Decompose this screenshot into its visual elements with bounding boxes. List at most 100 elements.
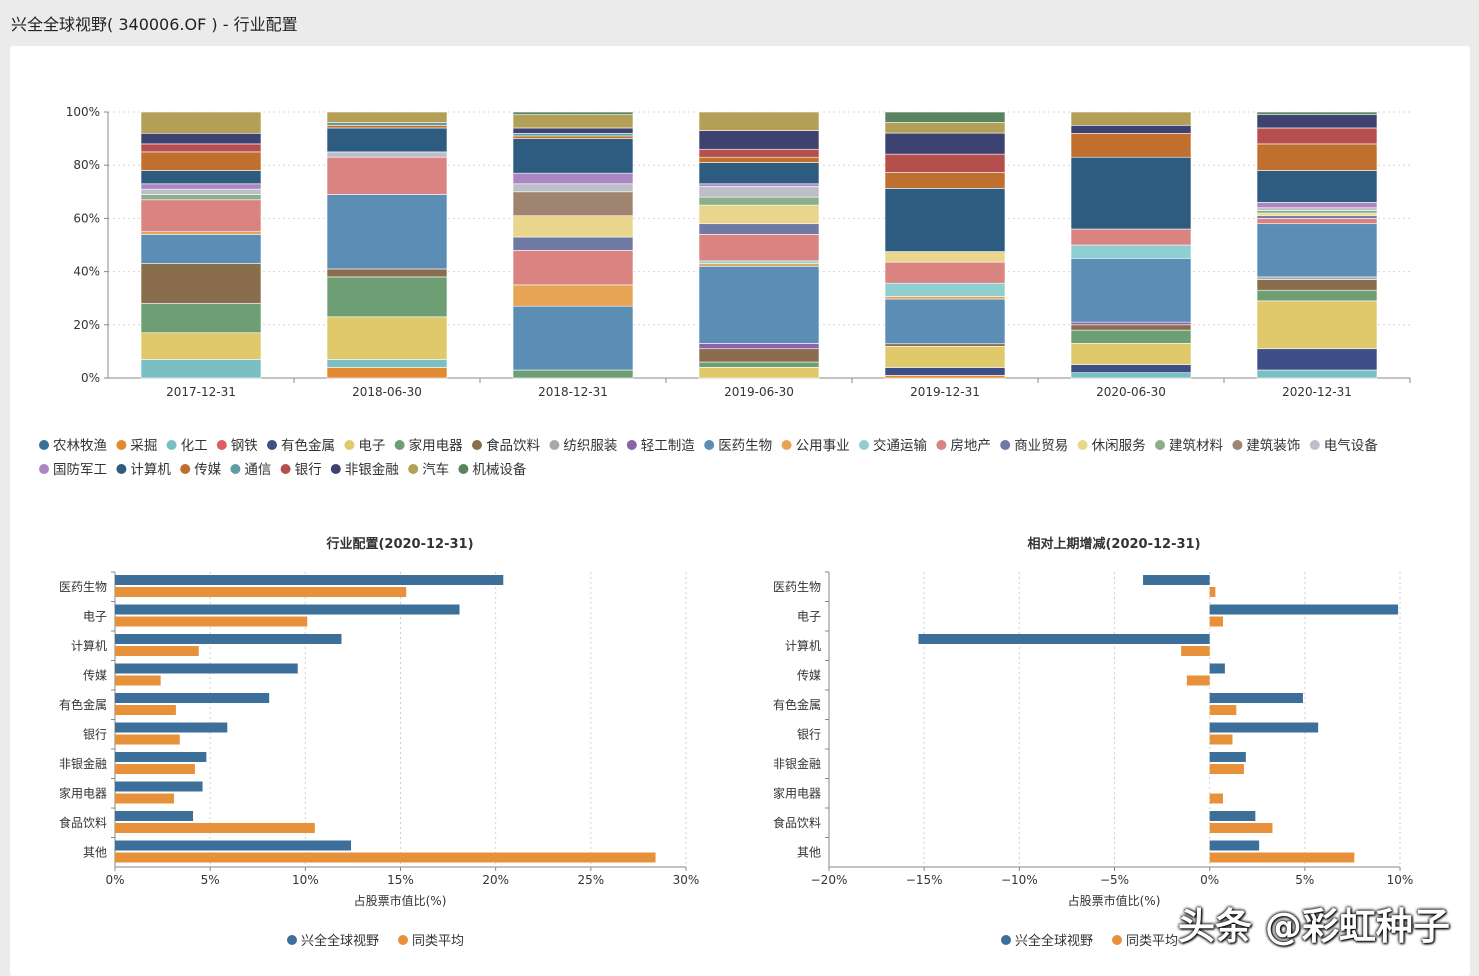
stack-segment: [1256, 223, 1378, 278]
change-chart-x-tick-label: 10%: [1387, 873, 1414, 887]
stack-legend-swatch: [39, 440, 49, 450]
stack-segment: [512, 172, 634, 185]
stack-segment: [512, 135, 634, 139]
stack-segment: [512, 114, 634, 129]
alloc-chart-x-tick-label: 10%: [292, 873, 319, 887]
alloc-chart-bar: [115, 693, 270, 703]
stack-segment: [884, 375, 1006, 379]
stack-legend-label: 休闲服务: [1092, 438, 1146, 454]
change-chart-y-tick-label: 其他: [797, 845, 821, 859]
stack-segment: [140, 332, 262, 360]
stack-segment: [512, 127, 634, 134]
stack-segment: [1070, 321, 1192, 326]
stack-segment: [326, 127, 448, 153]
alloc-chart-bar: [115, 705, 176, 715]
change-chart-bar: [1209, 764, 1244, 774]
stack-legend-label: 农林牧渔: [53, 438, 107, 454]
stack-segment: [1070, 228, 1192, 246]
stack-segment: [512, 132, 634, 137]
change-chart-y-tick-label: 银行: [797, 727, 821, 741]
stack-segment: [884, 282, 1006, 297]
stack-segment: [1070, 132, 1192, 158]
stack-legend-swatch: [549, 440, 560, 450]
change-chart-bar: [1143, 575, 1210, 585]
stack-segment: [884, 251, 1006, 263]
stack-legend-label: 食品饮料: [486, 437, 540, 454]
stack-x-tick-label: 2020-06-30: [1096, 385, 1166, 399]
alloc-chart-y-tick-label: 食品饮料: [59, 815, 107, 830]
stack-segment: [698, 361, 820, 368]
change-chart-bar: [1186, 675, 1210, 686]
alloc-chart-x-tick-label: 25%: [577, 873, 604, 887]
stack-legend-swatch: [781, 440, 792, 450]
stack-y-tick-label: 40%: [73, 265, 100, 279]
stack-legend-label: 建筑材料: [1169, 438, 1223, 454]
alloc-chart-bar: [115, 752, 207, 762]
stack-legend-swatch: [458, 464, 469, 474]
alloc-chart-y-tick-label: 传媒: [83, 667, 107, 682]
stack-legend-label: 轻工制造: [641, 438, 695, 454]
change-chart-bar: [1209, 734, 1233, 745]
stack-legend-swatch: [344, 440, 355, 450]
stack-segment: [1070, 244, 1192, 259]
alloc-chart-bar: [115, 734, 180, 745]
stack-segment: [1256, 170, 1378, 203]
alloc-chart-y-tick-label: 其他: [83, 845, 107, 859]
stack-segment: [512, 250, 634, 286]
stack-segment: [140, 188, 262, 195]
stack-segment: [1256, 289, 1378, 302]
stack-segment: [698, 348, 820, 363]
alloc-chart-bar: [115, 663, 298, 674]
change-chart-bar: [1209, 811, 1256, 821]
stack-legend-swatch: [704, 440, 715, 450]
stack-segment: [140, 359, 262, 379]
stack-segment: [1070, 156, 1192, 230]
stack-segment: [140, 303, 262, 334]
stack-legend-swatch: [166, 440, 177, 450]
stack-legend-label: 房地产: [950, 438, 991, 454]
stack-segment: [140, 111, 262, 134]
stack-legend-label: 采掘: [130, 438, 157, 454]
stack-legend-label: 纺织服装: [563, 438, 617, 454]
stack-segment: [698, 148, 820, 158]
alloc-chart-bar: [115, 811, 194, 821]
stack-legend-swatch: [859, 440, 869, 450]
change-chart-legend-label: 兴全全球视野: [1015, 933, 1093, 949]
stack-y-tick-label: 20%: [73, 318, 100, 332]
change-chart-legend-swatch: [1112, 935, 1122, 945]
stack-segment: [1256, 212, 1378, 217]
alloc-chart-bar: [115, 675, 161, 686]
alloc-chart-x-tick-label: 0%: [105, 873, 124, 887]
alloc-chart-x-tick-label: 5%: [201, 873, 220, 887]
alloc-chart-y-tick-label: 有色金属: [59, 697, 107, 712]
alloc-chart-bar: [115, 764, 195, 774]
stack-legend-label: 商业贸易: [1014, 438, 1068, 454]
stack-legend-label: 非银金融: [345, 462, 399, 478]
change-chart-bar: [1181, 646, 1210, 656]
stack-segment: [884, 122, 1006, 134]
stack-segment: [884, 111, 1006, 123]
stack-segment: [698, 183, 820, 187]
change-chart-x-tick-label: −10%: [1001, 873, 1038, 887]
stack-legend-label: 医药生物: [718, 438, 772, 454]
stack-segment: [1256, 210, 1378, 214]
stack-segment: [1070, 257, 1192, 323]
alloc-chart-y-tick-label: 银行: [83, 727, 107, 741]
title-bar: 兴全全球视野( 340006.OF ) - 行业配置: [0, 0, 1479, 44]
stack-legend-label: 银行: [295, 462, 322, 478]
change-chart-x-axis-label: 占股票市值比(%): [1068, 893, 1161, 908]
stack-segment: [698, 156, 820, 163]
stack-segment: [1070, 125, 1192, 134]
alloc-chart-bar: [115, 616, 308, 627]
change-chart-y-tick-label: 食品饮料: [773, 815, 821, 830]
stack-segment: [1256, 114, 1378, 129]
change-chart-y-tick-label: 传媒: [797, 667, 821, 682]
stack-legend-label: 有色金属: [281, 437, 335, 454]
change-chart-bar: [1209, 663, 1225, 674]
stack-segment: [326, 194, 448, 270]
stack-legend-label: 钢铁: [231, 438, 258, 454]
stack-legend-swatch: [626, 440, 637, 450]
stack-segment: [1256, 276, 1378, 280]
change-chart-x-tick-label: −5%: [1100, 873, 1129, 887]
